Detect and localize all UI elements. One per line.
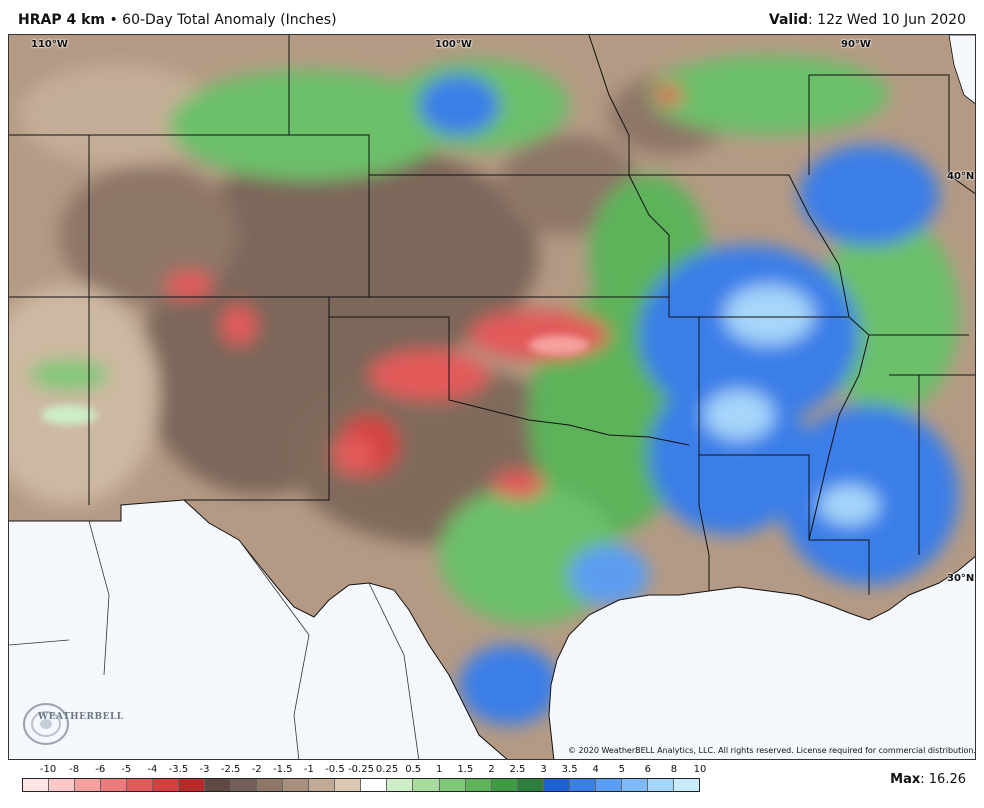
legend-tick-label: -1 (303, 764, 314, 775)
legend-tick-label: -5 (121, 764, 132, 775)
legend-tick-label: 4 (592, 764, 599, 775)
legend-swatch (491, 779, 518, 791)
map-title: HRAP 4 km • 60-Day Total Anomaly (Inches… (18, 12, 337, 28)
legend-tick-label: 6 (644, 764, 652, 775)
legend-swatch (75, 779, 102, 791)
valid-label: Valid (768, 12, 809, 28)
legend-tick-label: 1.5 (457, 764, 474, 775)
max-number: : 16.26 (920, 772, 966, 787)
legend-tick-label: 5 (618, 764, 625, 775)
legend-tick-label: 10 (693, 764, 707, 775)
legend-swatch (49, 779, 76, 791)
legend-tick-label: -10 (39, 764, 57, 775)
legend-tick-label: 8 (670, 764, 678, 775)
legend-tick-label: 3.5 (561, 764, 578, 775)
legend-swatch (335, 779, 362, 791)
map-canvas (9, 35, 975, 759)
lon-90-label: 90°W (841, 39, 871, 50)
legend-swatch (387, 779, 414, 791)
legend-tick-label: -4 (147, 764, 158, 775)
valid-value: : 12z Wed 10 Jun 2020 (808, 12, 966, 28)
lat-30-label: 30°N (947, 573, 975, 584)
legend-tick-label: 3 (540, 764, 547, 775)
legend-swatch (231, 779, 258, 791)
product-description: 60-Day Total Anomaly (Inches) (122, 12, 337, 28)
legend-swatch (283, 779, 310, 791)
max-value: Max: 16.26 (890, 772, 966, 787)
legend-swatch (647, 779, 674, 791)
lon-110-label: 110°W (31, 39, 68, 50)
legend-tick-label: 0.5 (405, 764, 422, 775)
legend-tick-label: 1 (436, 764, 443, 775)
mexico-border (9, 499, 508, 759)
legend-tick-label: -0.25 (348, 764, 374, 775)
legend-tick-label: -2.5 (220, 764, 241, 775)
logo-swirl-icon (23, 703, 69, 745)
mexico-state-lines (9, 520, 420, 759)
weatherbell-logo: WEATHERBELL (20, 698, 123, 748)
legend-swatch (569, 779, 596, 791)
lake-michigan (948, 35, 975, 104)
legend-tick-labels: -10 -8 -6 -5 -4 -3.5 -3 -2.5 -2 -1.5 -1 -0.5 -0.25 0.… (22, 764, 706, 776)
legend-colorbar (22, 778, 700, 792)
legend-tick-label: -0.5 (325, 764, 345, 775)
legend-swatch (23, 779, 50, 791)
legend-swatch (439, 779, 466, 791)
legend-swatch (543, 779, 570, 791)
legend-swatch (517, 779, 544, 791)
legend-swatch (413, 779, 440, 791)
legend-tick-label: -3.5 (168, 764, 189, 775)
legend-tick-label: 2 (488, 764, 495, 775)
header: HRAP 4 km • 60-Day Total Anomaly (Inches… (0, 0, 984, 34)
legend-swatch (465, 779, 492, 791)
product-name: HRAP 4 km (18, 12, 105, 28)
title-separator: • (109, 12, 118, 28)
valid-time: Valid: 12z Wed 10 Jun 2020 (769, 12, 966, 28)
legend-swatch (101, 779, 128, 791)
legend-tick-label: 0.25 (375, 764, 399, 775)
lon-100-label: 100°W (435, 39, 472, 50)
legend-swatch (309, 779, 336, 791)
lat-40-label: 40°N (947, 171, 975, 182)
anomaly-map: 110°W 100°W 90°W 40°N 30°N (8, 34, 976, 760)
logo-text: WEATHERBELL (38, 712, 124, 722)
legend-swatch (257, 779, 284, 791)
legend-swatch (127, 779, 154, 791)
legend-swatch (361, 779, 388, 791)
legend-swatch (673, 779, 699, 791)
legend-tick-label: -3 (199, 764, 210, 775)
legend-tick-label: -8 (69, 764, 80, 775)
legend-tick-label: -2 (251, 764, 262, 775)
legend-swatch (595, 779, 622, 791)
legend-tick-label: 2.5 (509, 764, 526, 775)
max-label: Max (890, 772, 921, 787)
legend-swatch (179, 779, 206, 791)
legend-swatch (621, 779, 648, 791)
copyright-notice: © 2020 WeatherBELL Analytics, LLC. All r… (568, 746, 976, 755)
legend-swatch (153, 779, 180, 791)
legend-tick-label: -1.5 (273, 764, 293, 775)
legend-swatch (205, 779, 232, 791)
state-borders (9, 35, 975, 595)
legend-tick-label: -6 (95, 764, 106, 775)
